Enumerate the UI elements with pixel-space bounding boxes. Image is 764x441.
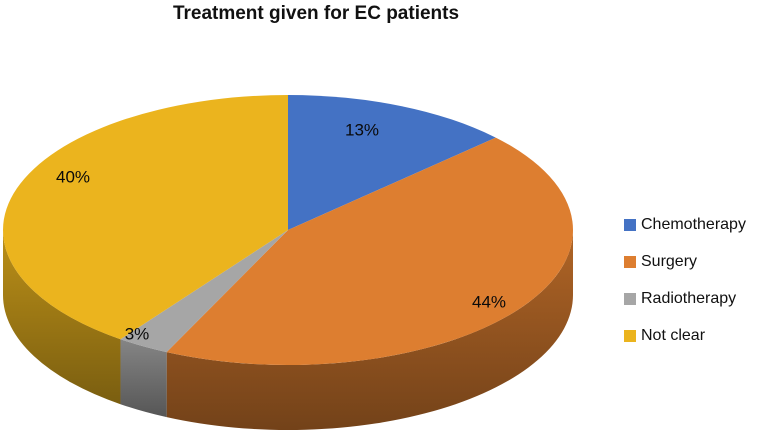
- legend-swatch-not-clear: [624, 330, 636, 342]
- pie-slice-side-radiotherapy: [120, 339, 167, 418]
- data-label-chemotherapy: 13%: [345, 121, 379, 140]
- legend-swatch-radiotherapy: [624, 293, 636, 305]
- legend-swatch-surgery: [624, 256, 636, 268]
- legend-label: Not clear: [641, 327, 706, 344]
- pie-slice-not-clear: [3, 95, 288, 340]
- legend-item-chemotherapy: Chemotherapy: [624, 217, 746, 233]
- legend-item-not-clear: Not clear: [624, 328, 746, 344]
- pie-slice-surgery: [166, 137, 573, 365]
- chart-title: Treatment given for EC patients: [172, 3, 460, 24]
- pie-slice-chemotherapy: [288, 95, 496, 230]
- pie-slice-side-not-clear: [2, 230, 121, 405]
- pie-slice-side-surgery: [166, 230, 574, 430]
- data-label-surgery: 44%: [472, 293, 506, 312]
- legend-item-surgery: Surgery: [624, 254, 746, 270]
- data-label-not-clear: 40%: [56, 168, 90, 187]
- legend-label: Chemotherapy: [641, 216, 746, 233]
- legend-swatch-chemotherapy: [624, 219, 636, 231]
- legend: Chemotherapy Surgery Radiotherapy Not clear: [624, 217, 746, 344]
- legend-label: Surgery: [641, 253, 698, 270]
- legend-item-radiotherapy: Radiotherapy: [624, 291, 746, 307]
- pie-slice-radiotherapy: [120, 230, 288, 353]
- data-label-radiotherapy: 3%: [125, 325, 150, 344]
- legend-label: Radiotherapy: [641, 290, 737, 307]
